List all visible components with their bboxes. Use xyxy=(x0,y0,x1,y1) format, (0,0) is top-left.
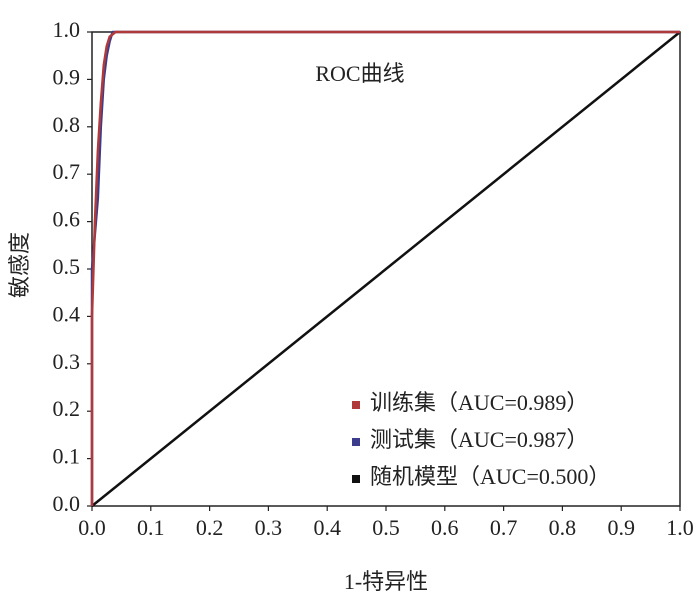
y-axis-label: 敏感度 xyxy=(7,232,32,298)
y-tick-label: 0.8 xyxy=(53,112,81,137)
y-tick-label: 0.6 xyxy=(53,207,81,232)
legend-label: 测试集（AUC=0.987） xyxy=(370,427,588,452)
roc-line xyxy=(90,30,680,506)
y-tick-label: 0.3 xyxy=(53,349,81,374)
y-tick-label: 0.1 xyxy=(53,444,81,469)
x-tick-label: 0.1 xyxy=(137,515,165,540)
legend-label: 训练集（AUC=0.989） xyxy=(370,390,588,415)
x-tick-label: 0.6 xyxy=(431,515,459,540)
x-axis-label: 1-特异性 xyxy=(344,569,428,594)
x-tick-label: 0.8 xyxy=(549,515,577,540)
legend-marker xyxy=(352,438,360,446)
x-tick-label: 0.7 xyxy=(490,515,518,540)
legend-marker xyxy=(352,401,360,409)
x-tick-label: 1.0 xyxy=(666,515,694,540)
y-tick-label: 0.5 xyxy=(53,254,81,279)
legend-label: 随机模型（AUC=0.500） xyxy=(370,464,610,489)
roc-line xyxy=(91,31,681,507)
y-tick-label: 0.4 xyxy=(53,301,81,326)
y-tick-label: 0.7 xyxy=(53,159,81,184)
x-tick-label: 0.4 xyxy=(313,515,341,540)
legend-marker xyxy=(352,475,360,483)
chart-title: ROC曲线 xyxy=(315,61,404,86)
x-tick-label: 0.0 xyxy=(78,515,106,540)
x-tick-label: 0.3 xyxy=(255,515,283,540)
y-tick-label: 0.9 xyxy=(53,64,81,89)
y-tick-label: 0.0 xyxy=(53,491,81,516)
y-tick-label: 0.2 xyxy=(53,396,81,421)
x-tick-label: 0.5 xyxy=(372,515,400,540)
x-tick-label: 0.2 xyxy=(196,515,224,540)
y-tick-label: 1.0 xyxy=(53,17,81,42)
x-tick-label: 0.9 xyxy=(607,515,635,540)
